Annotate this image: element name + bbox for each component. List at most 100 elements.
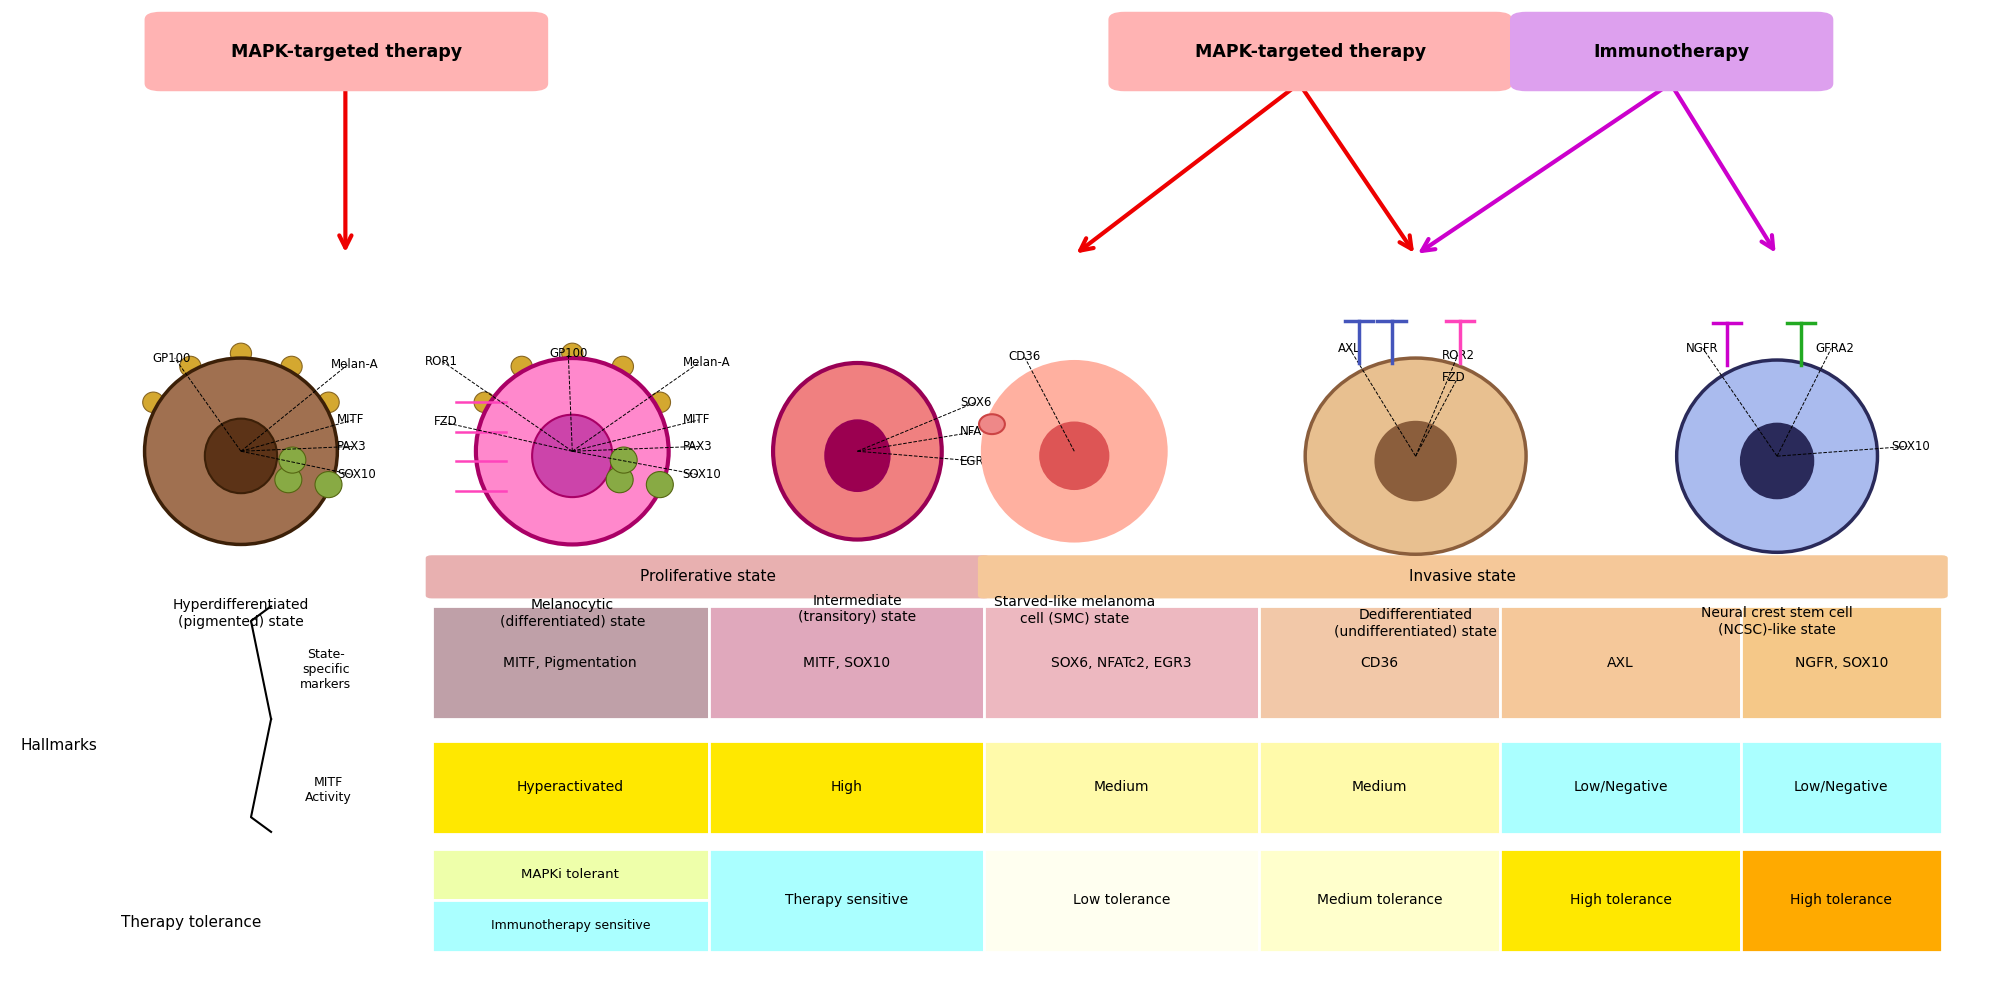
Text: Hyperdifferentiated
(pigmented) state: Hyperdifferentiated (pigmented) state xyxy=(173,598,309,629)
Ellipse shape xyxy=(145,358,337,544)
Ellipse shape xyxy=(142,392,165,413)
Ellipse shape xyxy=(474,392,496,413)
FancyBboxPatch shape xyxy=(1258,741,1499,834)
FancyBboxPatch shape xyxy=(1740,741,1941,834)
Ellipse shape xyxy=(646,472,672,497)
Text: Low/Negative: Low/Negative xyxy=(1792,780,1889,795)
Ellipse shape xyxy=(181,356,201,377)
FancyBboxPatch shape xyxy=(1499,606,1740,719)
Ellipse shape xyxy=(979,414,1004,435)
Ellipse shape xyxy=(512,356,532,377)
Text: Hallmarks: Hallmarks xyxy=(20,738,96,753)
FancyBboxPatch shape xyxy=(708,849,983,952)
Text: AXL: AXL xyxy=(1337,341,1361,355)
Text: Intermediate
(transitory) state: Intermediate (transitory) state xyxy=(799,594,915,624)
Text: GP100: GP100 xyxy=(548,346,588,360)
Text: State-
specific
markers: State- specific markers xyxy=(301,647,351,691)
Text: High tolerance: High tolerance xyxy=(1790,893,1891,907)
Text: MAPK-targeted therapy: MAPK-targeted therapy xyxy=(1194,42,1425,61)
Text: Melan-A: Melan-A xyxy=(331,358,379,372)
Text: Melanocytic
(differentiated) state: Melanocytic (differentiated) state xyxy=(500,598,644,629)
FancyBboxPatch shape xyxy=(1499,849,1740,952)
Text: MITF: MITF xyxy=(682,413,710,427)
FancyBboxPatch shape xyxy=(983,606,1258,719)
FancyBboxPatch shape xyxy=(983,849,1258,952)
Ellipse shape xyxy=(648,392,670,413)
Text: ROR2: ROR2 xyxy=(1441,348,1473,362)
Ellipse shape xyxy=(1375,422,1455,500)
Ellipse shape xyxy=(981,361,1166,542)
Ellipse shape xyxy=(1038,421,1110,491)
Text: SOX6, NFATc2, EGR3: SOX6, NFATc2, EGR3 xyxy=(1052,655,1190,670)
Text: Medium: Medium xyxy=(1094,780,1148,795)
Ellipse shape xyxy=(476,358,668,544)
Ellipse shape xyxy=(205,419,277,493)
FancyBboxPatch shape xyxy=(1499,741,1740,834)
Ellipse shape xyxy=(532,415,612,497)
Ellipse shape xyxy=(279,447,305,473)
Text: High: High xyxy=(831,780,861,795)
Text: Therapy tolerance: Therapy tolerance xyxy=(120,914,261,930)
Text: SOX10: SOX10 xyxy=(337,468,375,482)
Text: NFATc2: NFATc2 xyxy=(959,425,999,439)
FancyBboxPatch shape xyxy=(145,12,548,91)
Text: NGFR: NGFR xyxy=(1686,341,1718,355)
Ellipse shape xyxy=(1676,360,1877,552)
Text: Low tolerance: Low tolerance xyxy=(1072,893,1170,907)
Text: Therapy sensitive: Therapy sensitive xyxy=(785,893,907,907)
Ellipse shape xyxy=(612,356,632,377)
FancyBboxPatch shape xyxy=(708,741,983,834)
Ellipse shape xyxy=(1740,424,1812,498)
FancyBboxPatch shape xyxy=(432,901,708,952)
Text: Medium: Medium xyxy=(1351,780,1407,795)
Text: MITF, Pigmentation: MITF, Pigmentation xyxy=(504,655,636,670)
FancyBboxPatch shape xyxy=(1740,849,1941,952)
Text: Medium tolerance: Medium tolerance xyxy=(1317,893,1441,907)
Ellipse shape xyxy=(825,420,889,490)
Ellipse shape xyxy=(1305,358,1525,554)
Text: MITF
Activity: MITF Activity xyxy=(305,776,351,803)
FancyBboxPatch shape xyxy=(1108,12,1511,91)
Text: AXL: AXL xyxy=(1606,655,1634,670)
FancyBboxPatch shape xyxy=(425,555,989,598)
Text: MAPKi tolerant: MAPKi tolerant xyxy=(522,868,618,881)
Text: MITF: MITF xyxy=(337,413,365,427)
Ellipse shape xyxy=(773,363,941,540)
FancyBboxPatch shape xyxy=(1509,12,1832,91)
FancyBboxPatch shape xyxy=(1740,606,1941,719)
Text: MAPK-targeted therapy: MAPK-targeted therapy xyxy=(231,42,462,61)
FancyBboxPatch shape xyxy=(1258,606,1499,719)
Text: SOX10: SOX10 xyxy=(682,468,721,482)
FancyBboxPatch shape xyxy=(1258,849,1499,952)
Ellipse shape xyxy=(317,392,339,413)
FancyBboxPatch shape xyxy=(708,606,983,719)
Ellipse shape xyxy=(281,356,301,377)
Text: ROR1: ROR1 xyxy=(425,354,458,368)
Text: Low/Negative: Low/Negative xyxy=(1571,780,1668,795)
Text: High tolerance: High tolerance xyxy=(1569,893,1670,907)
Text: Melan-A: Melan-A xyxy=(682,356,731,370)
Ellipse shape xyxy=(275,467,301,492)
Ellipse shape xyxy=(562,343,582,364)
Text: Neural crest stem cell
(NCSC)-like state: Neural crest stem cell (NCSC)-like state xyxy=(1700,606,1852,637)
Text: SOX6: SOX6 xyxy=(959,395,991,409)
Text: FZD: FZD xyxy=(1441,371,1465,385)
Text: CD36: CD36 xyxy=(1008,349,1040,363)
Text: PAX3: PAX3 xyxy=(682,439,712,453)
Text: FZD: FZD xyxy=(434,415,458,429)
Text: GP100: GP100 xyxy=(153,351,191,365)
FancyBboxPatch shape xyxy=(432,741,708,834)
Text: Proliferative state: Proliferative state xyxy=(640,569,775,585)
Ellipse shape xyxy=(231,343,251,364)
Ellipse shape xyxy=(606,467,632,492)
Text: Starved-like melanoma
cell (SMC) state: Starved-like melanoma cell (SMC) state xyxy=(993,595,1154,626)
Text: Dedifferentiated
(undifferentiated) state: Dedifferentiated (undifferentiated) stat… xyxy=(1333,608,1497,639)
Text: NGFR, SOX10: NGFR, SOX10 xyxy=(1794,655,1887,670)
Ellipse shape xyxy=(610,447,636,473)
FancyBboxPatch shape xyxy=(983,741,1258,834)
Text: PAX3: PAX3 xyxy=(337,439,367,453)
Text: SOX10: SOX10 xyxy=(1891,439,1929,453)
Text: Immunotherapy: Immunotherapy xyxy=(1594,42,1748,61)
FancyBboxPatch shape xyxy=(432,606,708,719)
Text: Invasive state: Invasive state xyxy=(1409,569,1515,585)
